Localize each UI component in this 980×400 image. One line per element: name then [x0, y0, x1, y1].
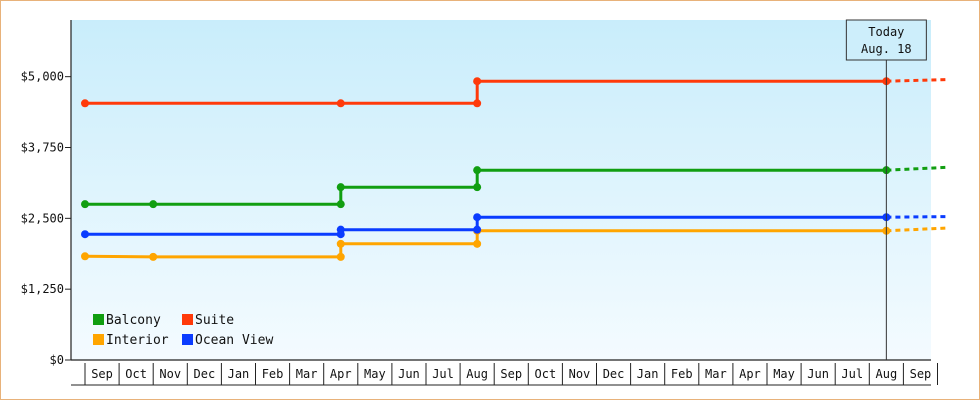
data-point[interactable]: [336, 183, 345, 192]
month-label: Jun: [398, 367, 420, 381]
month-label: Oct: [535, 367, 557, 381]
legend-item-suite[interactable]: Suite: [182, 313, 234, 328]
today-date: Aug. 18: [861, 42, 912, 56]
data-point[interactable]: [81, 252, 89, 261]
series-projection: [886, 165, 948, 172]
data-point[interactable]: [336, 225, 345, 234]
data-point[interactable]: [336, 239, 345, 248]
legend-label: Balcony: [106, 313, 161, 328]
month-label: Dec: [194, 367, 216, 381]
month-label: Oct: [125, 367, 147, 381]
y-tick-label: $5,000: [21, 70, 64, 84]
month-label: Jan: [637, 367, 659, 381]
month-label: Aug: [876, 367, 898, 381]
month-label: Dec: [603, 367, 625, 381]
data-point[interactable]: [473, 166, 482, 175]
series-line: [85, 215, 887, 236]
data-point[interactable]: [81, 200, 89, 209]
data-point[interactable]: [336, 99, 345, 108]
legend-label: Ocean View: [195, 333, 273, 348]
plot-background: [71, 20, 931, 360]
data-point[interactable]: [473, 239, 482, 248]
month-label: Apr: [330, 367, 352, 381]
month-label: Apr: [739, 367, 761, 381]
month-label: Sep: [910, 367, 932, 381]
data-point[interactable]: [473, 213, 482, 222]
month-label: Jan: [228, 367, 250, 381]
data-point[interactable]: [473, 225, 482, 234]
y-tick-label: $2,500: [21, 211, 64, 225]
legend-swatch: [182, 334, 193, 345]
month-label: Aug: [466, 367, 488, 381]
today-label: Today: [868, 25, 904, 39]
y-tick-label: $1,250: [21, 282, 64, 296]
legend-item-balcony[interactable]: Balcony: [93, 313, 161, 328]
month-label: Feb: [262, 367, 284, 381]
data-point[interactable]: [473, 77, 482, 86]
series-projection: [886, 226, 948, 233]
legend-swatch: [182, 314, 193, 325]
data-point[interactable]: [81, 99, 89, 108]
month-label: Mar: [296, 367, 318, 381]
month-label: Jun: [807, 367, 829, 381]
data-point[interactable]: [473, 183, 482, 192]
series-ocean-view: [81, 213, 948, 239]
legend-label: Suite: [195, 313, 234, 328]
month-label: Jul: [841, 367, 863, 381]
y-tick-label: $0: [50, 353, 64, 367]
series-projection: [886, 78, 948, 83]
month-label: May: [773, 367, 795, 381]
month-label: Nov: [569, 367, 591, 381]
data-point[interactable]: [149, 200, 158, 209]
legend-swatch: [93, 334, 104, 345]
month-label: Mar: [705, 367, 727, 381]
data-point[interactable]: [336, 252, 345, 261]
data-point[interactable]: [81, 230, 89, 239]
today-box: [845, 19, 927, 61]
month-label: Sep: [500, 367, 522, 381]
legend-label: Interior: [106, 333, 169, 348]
series-balcony: [81, 165, 948, 209]
legend-item-interior[interactable]: Interior: [93, 333, 169, 348]
data-point[interactable]: [336, 200, 345, 209]
month-label: Nov: [159, 367, 181, 381]
legend-swatch: [93, 314, 104, 325]
legend-item-ocean-view[interactable]: Ocean View: [182, 333, 273, 348]
month-label: May: [364, 367, 386, 381]
month-label: Feb: [671, 367, 693, 381]
month-label: Jul: [432, 367, 454, 381]
y-tick-label: $3,750: [21, 141, 64, 155]
month-label: Sep: [91, 367, 113, 381]
series-projection: [886, 215, 948, 219]
data-point[interactable]: [473, 99, 482, 108]
data-point[interactable]: [149, 252, 158, 261]
